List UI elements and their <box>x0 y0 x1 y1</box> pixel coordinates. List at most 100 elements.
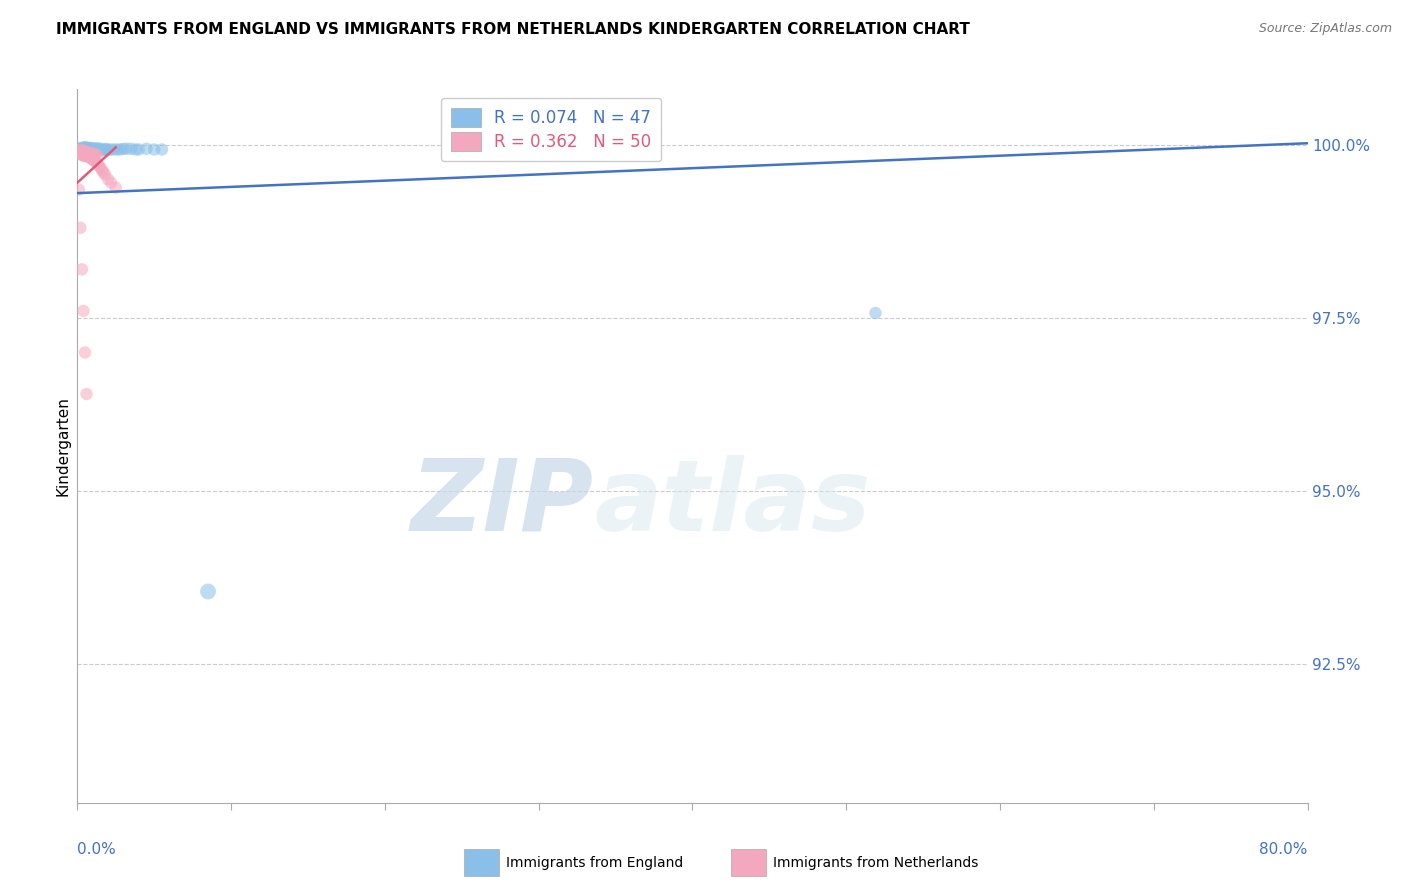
Point <box>73 145 96 159</box>
Point <box>80 143 103 157</box>
Point <box>90 143 114 157</box>
Point <box>96 142 118 156</box>
Point <box>77 143 100 157</box>
Point <box>77 149 100 163</box>
Point <box>103 143 125 157</box>
Point <box>70 147 93 161</box>
Point <box>76 149 98 163</box>
Point <box>82 146 104 161</box>
Point <box>76 145 98 159</box>
Point <box>94 168 117 182</box>
Point <box>79 143 101 157</box>
Point <box>77 145 100 160</box>
Point <box>73 143 96 157</box>
Point <box>84 148 107 162</box>
Point <box>72 146 94 161</box>
Point <box>70 143 93 157</box>
Point <box>100 176 122 190</box>
Point <box>197 584 219 599</box>
Point <box>89 161 111 175</box>
Point <box>69 220 91 235</box>
Point <box>76 145 98 159</box>
Point <box>82 141 104 155</box>
Text: 80.0%: 80.0% <box>1260 842 1308 857</box>
Point <box>94 143 117 157</box>
Point <box>72 140 94 154</box>
Point <box>115 142 138 156</box>
Point <box>125 143 148 157</box>
Point <box>76 143 98 157</box>
Point <box>84 155 107 169</box>
Point <box>865 306 887 320</box>
Text: IMMIGRANTS FROM ENGLAND VS IMMIGRANTS FROM NETHERLANDS KINDERGARTEN CORRELATION : IMMIGRANTS FROM ENGLAND VS IMMIGRANTS FR… <box>56 22 970 37</box>
Point <box>69 145 91 160</box>
Point <box>143 143 166 157</box>
Point <box>69 143 91 157</box>
Point <box>67 141 90 155</box>
Point <box>73 148 96 162</box>
Text: Source: ZipAtlas.com: Source: ZipAtlas.com <box>1258 22 1392 36</box>
Point <box>72 146 94 161</box>
Point <box>70 145 93 160</box>
Point <box>128 143 150 157</box>
Point <box>93 165 115 179</box>
Point <box>72 145 94 159</box>
Text: 0.0%: 0.0% <box>77 842 117 857</box>
Point <box>72 145 94 159</box>
Point <box>77 149 100 163</box>
Point <box>97 143 120 157</box>
Point <box>73 145 96 159</box>
Point <box>70 141 93 155</box>
Point <box>73 345 96 359</box>
Point <box>104 180 127 194</box>
Text: Immigrants from Netherlands: Immigrants from Netherlands <box>773 855 979 870</box>
Point <box>86 157 108 171</box>
Text: ZIP: ZIP <box>411 455 595 551</box>
Point <box>120 142 142 156</box>
Point <box>69 145 91 159</box>
Point <box>135 142 157 156</box>
Point <box>79 141 101 155</box>
Point <box>72 149 94 163</box>
Text: atlas: atlas <box>595 455 870 551</box>
Point <box>105 143 128 157</box>
Point <box>86 148 108 162</box>
Point <box>150 143 173 157</box>
Text: Immigrants from England: Immigrants from England <box>506 855 683 870</box>
Point <box>69 145 91 159</box>
Point <box>79 145 101 160</box>
Point <box>76 387 98 401</box>
Point <box>73 146 96 161</box>
Point <box>87 143 110 157</box>
Point <box>87 158 110 172</box>
Point <box>80 141 103 155</box>
Point <box>83 143 105 157</box>
Point <box>80 145 103 160</box>
Point <box>93 143 115 157</box>
Point <box>73 149 96 163</box>
Point <box>70 148 93 162</box>
Point <box>89 142 111 156</box>
Point <box>73 140 96 154</box>
Point <box>100 143 122 157</box>
Point <box>80 152 103 166</box>
Point <box>76 140 98 154</box>
Point <box>69 143 91 157</box>
Point <box>67 183 90 197</box>
Point <box>77 141 100 155</box>
Point <box>72 143 94 157</box>
Point <box>67 145 90 159</box>
Point <box>70 262 93 277</box>
Point <box>83 153 105 168</box>
Point <box>86 141 108 155</box>
Point <box>90 163 114 178</box>
Point <box>112 142 135 156</box>
Point <box>82 143 104 157</box>
Point <box>76 148 98 162</box>
Legend: R = 0.074   N = 47, R = 0.362   N = 50: R = 0.074 N = 47, R = 0.362 N = 50 <box>440 97 661 161</box>
Point <box>97 172 120 186</box>
Y-axis label: Kindergarten: Kindergarten <box>55 396 70 496</box>
Point <box>70 145 93 160</box>
Point <box>82 153 104 167</box>
Point <box>110 143 132 157</box>
